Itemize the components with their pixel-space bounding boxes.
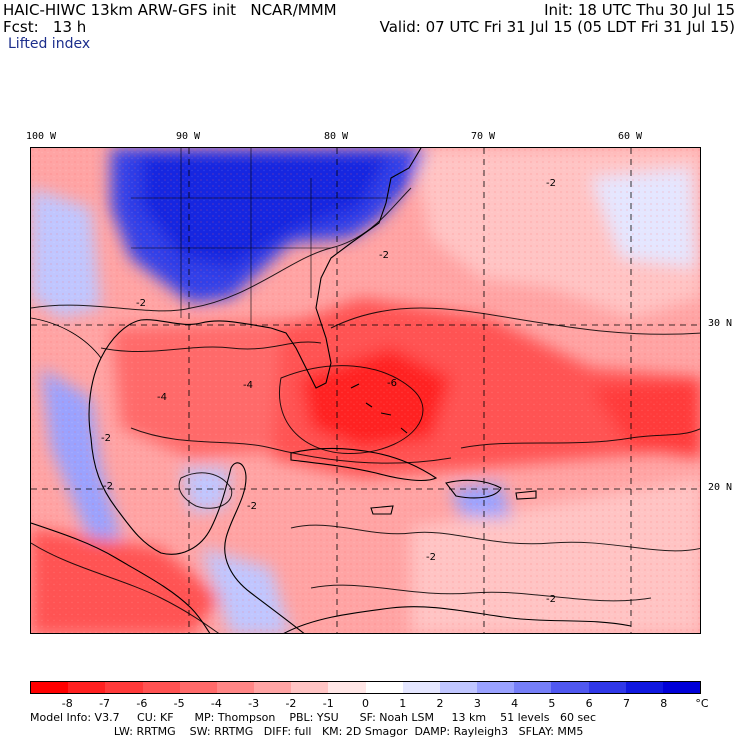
contour-label: -2: [101, 433, 111, 444]
border-us-states: [131, 148, 391, 328]
border-us-mexico: [31, 317, 102, 359]
coastline-jamaica: [370, 505, 394, 515]
field-name: Lifted index: [8, 36, 91, 52]
coastline-hispaniola: [445, 479, 502, 499]
lon-label-80w: 80 W: [323, 131, 349, 142]
colorbar-segment: [588, 682, 626, 693]
colorbar-tick-label: 3: [473, 697, 481, 710]
lat-label-30n: 30 N: [708, 318, 733, 329]
contour-label: -2: [103, 481, 113, 492]
coastlines: [31, 148, 632, 633]
coastline-puerto-rico: [515, 490, 537, 500]
colorbar-tick-label: -2: [285, 697, 297, 710]
coastline-central-america: [31, 522, 211, 633]
coastline-mexico: [115, 462, 305, 633]
contour-line: [31, 187, 412, 312]
lon-label-70w: 70 W: [470, 131, 496, 142]
forecast-hour: Fcst: 13 h: [3, 18, 87, 36]
lat-label-20n: 20 N: [708, 482, 733, 493]
colorbar-segment: [477, 682, 515, 693]
colorbar-segment: [625, 682, 663, 693]
colorbar-tick-label: -8: [61, 697, 73, 710]
model-info-line1: Model Info: V3.7 CU: KF MP: Thompson PBL…: [30, 711, 596, 724]
valid-time: Valid: 07 UTC Fri 31 Jul 15 (05 LDT Fri …: [379, 18, 735, 36]
colorbar-segment: [402, 682, 440, 693]
contour-label: -2: [136, 298, 146, 309]
init-time: Init: 18 UTC Thu 30 Jul 15: [544, 1, 735, 19]
coastline-cuba: [290, 447, 438, 482]
colorbar-tick-label: -7: [99, 697, 111, 710]
model-info-line2: LW: RRTMG SW: RRTMG DIFF: full KM: 2D Sm…: [30, 725, 584, 738]
colorbar-tick-label: 8: [660, 697, 668, 710]
contour-line: [279, 365, 424, 455]
colorbar-segment: [328, 682, 366, 693]
colorbar-segment: [662, 682, 701, 693]
lon-label-60w: 60 W: [617, 131, 643, 142]
colorbar-tick-label: 5: [548, 697, 556, 710]
colorbar-tick-label: 7: [622, 697, 630, 710]
contour-line: [310, 584, 652, 602]
colorbar-segment: [514, 682, 552, 693]
contour-label: -6: [387, 378, 397, 389]
lon-label-90w: 90 W: [175, 131, 201, 142]
colorbar: [30, 681, 701, 694]
colorbar-segment: [68, 682, 106, 693]
coastline-bahamas: [350, 383, 408, 434]
model-title: HAIC-HIWC 13km ARW-GFS init NCAR/MMM: [3, 1, 337, 19]
colorbar-tick-label: 6: [585, 697, 593, 710]
colorbar-segment: [179, 682, 217, 693]
colorbar-tick-label: -5: [173, 697, 185, 710]
contour-lines: [31, 187, 700, 633]
contour-line: [130, 427, 452, 464]
latlon-grid: [31, 148, 700, 633]
contour-line: [330, 307, 700, 335]
lon-label-100w: 100 W: [25, 131, 57, 142]
contour-label: -2: [426, 552, 436, 563]
contour-line: [31, 542, 220, 633]
colorbar-segment: [439, 682, 478, 693]
contour-label: -2: [546, 178, 556, 189]
coastline-us-gulf: [88, 319, 272, 509]
colorbar-tick-label: 1: [399, 697, 407, 710]
contour-label: -2: [379, 250, 389, 261]
colorbar-tick-label: 4: [511, 697, 519, 710]
colorbar-unit: °C: [695, 697, 709, 710]
contour-line: [290, 524, 700, 552]
colorbar-tick-label: -6: [136, 697, 148, 710]
colorbar-tick-label: 2: [436, 697, 444, 710]
colorbar-segment: [551, 682, 589, 693]
contour-line: [460, 428, 700, 449]
colorbar-segment: [291, 682, 329, 693]
field-texture: [31, 148, 700, 633]
colorbar-segment: [105, 682, 143, 693]
coastline-us-atlantic: [270, 148, 422, 389]
colorbar-tick-label: -4: [210, 697, 222, 710]
contour-label: -2: [247, 501, 257, 512]
colorbar-segment: [216, 682, 255, 693]
colorbar-tick-label: 0: [362, 697, 369, 710]
contour-label: -2: [546, 594, 556, 605]
colorbar-segment: [142, 682, 180, 693]
colorbar-tick-label: -1: [322, 697, 334, 710]
coastline-south-america: [283, 606, 632, 633]
colorbar-segment: [365, 682, 403, 693]
colorbar-tick-label: -3: [248, 697, 260, 710]
lifted-index-map: -2 -2 -4 -2 -6 -2 -2 -4 -2 -2 -2: [30, 147, 701, 634]
colorbar-segment: [254, 682, 292, 693]
colorbar-segment: [31, 682, 69, 693]
map-canvas: -2 -2 -4 -2 -6 -2 -2 -4 -2 -2 -2: [31, 148, 700, 633]
contour-line: [178, 472, 233, 509]
contour-label: -4: [243, 380, 253, 391]
contour-label: -4: [157, 392, 167, 403]
